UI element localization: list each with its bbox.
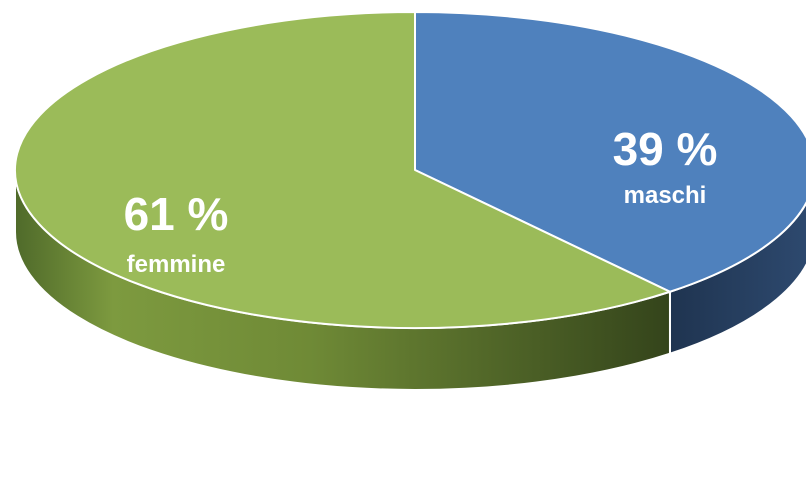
pie-labels: 39 % maschi 61 % femmine (124, 123, 718, 278)
slice-name-label-femmine: femmine (127, 251, 226, 278)
slice-femmine (14, 11, 671, 329)
slice-value-label-femmine: 61 % (124, 188, 229, 240)
slice-maschi (414, 11, 806, 293)
slice-name-label-maschi: maschi (624, 182, 707, 209)
pie-tops (14, 11, 806, 329)
slice-value-label-maschi: 39 % (613, 123, 718, 175)
